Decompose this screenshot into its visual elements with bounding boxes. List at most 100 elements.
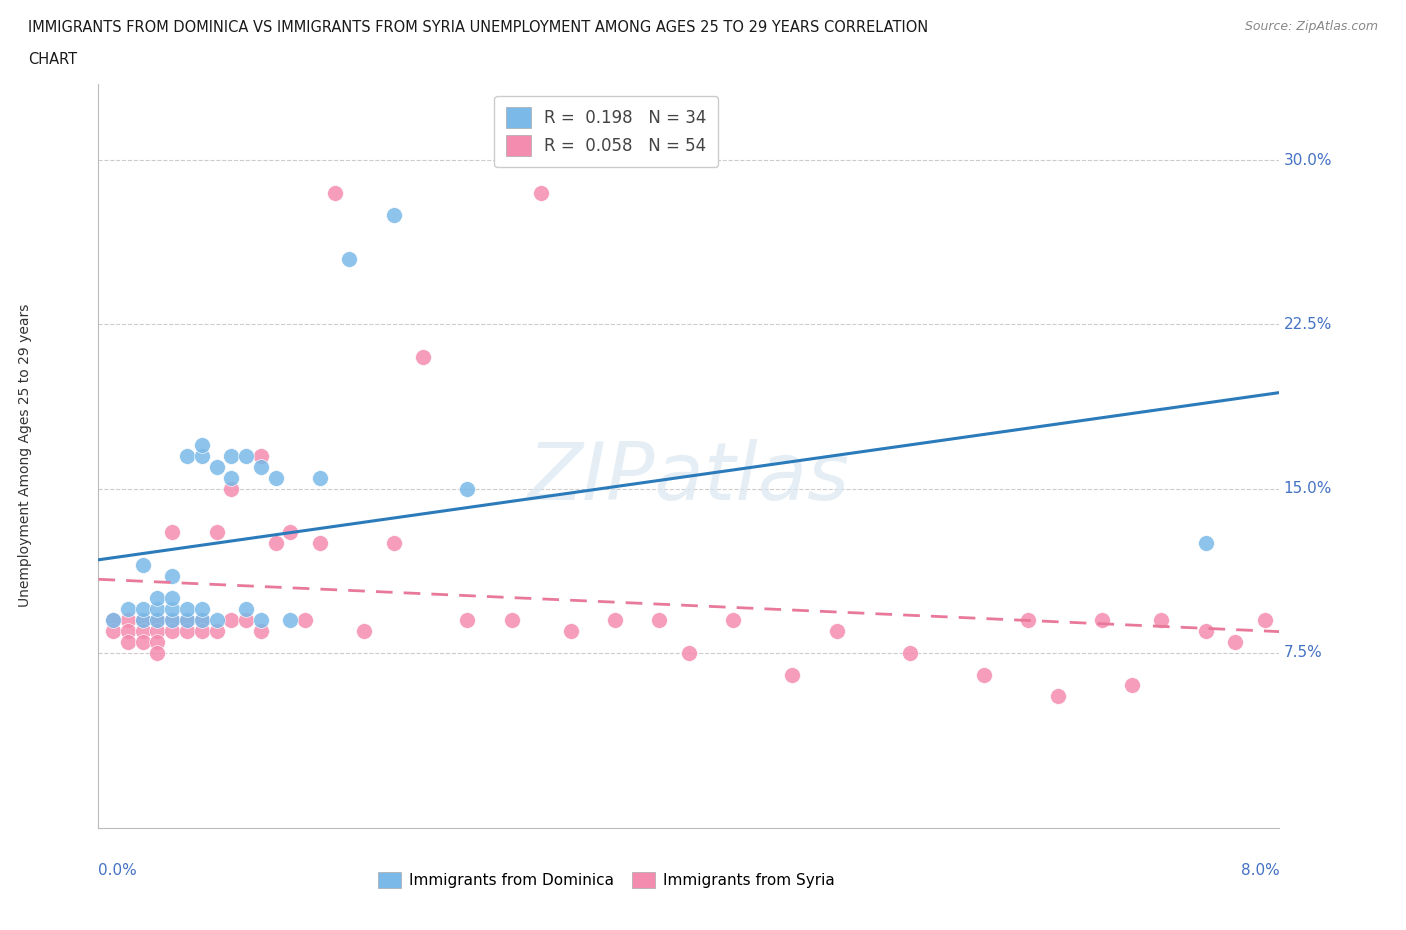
Point — [1091, 612, 1114, 627]
Point — [1194, 536, 1216, 551]
Point — [205, 525, 228, 539]
Point — [132, 602, 155, 617]
Point — [191, 437, 214, 452]
Point — [162, 623, 183, 638]
Point — [721, 612, 744, 627]
Point — [176, 612, 198, 627]
Point — [146, 645, 169, 660]
Point — [898, 645, 921, 660]
Point — [1046, 689, 1069, 704]
Point — [205, 612, 228, 627]
Point — [501, 612, 523, 627]
Point — [323, 186, 346, 201]
Point — [782, 667, 804, 682]
Point — [219, 448, 242, 463]
Point — [146, 612, 169, 627]
Point — [146, 602, 169, 617]
Legend: Immigrants from Dominica, Immigrants from Syria: Immigrants from Dominica, Immigrants fro… — [373, 866, 841, 895]
Text: CHART: CHART — [28, 52, 77, 67]
Point — [191, 623, 214, 638]
Point — [648, 612, 671, 627]
Point — [132, 612, 155, 627]
Point — [678, 645, 700, 660]
Text: IMMIGRANTS FROM DOMINICA VS IMMIGRANTS FROM SYRIA UNEMPLOYMENT AMONG AGES 25 TO : IMMIGRANTS FROM DOMINICA VS IMMIGRANTS F… — [28, 20, 928, 35]
Point — [235, 602, 257, 617]
Point — [162, 525, 183, 539]
Point — [605, 612, 627, 627]
Point — [250, 459, 273, 474]
Point — [162, 612, 183, 627]
Point — [176, 602, 198, 617]
Point — [191, 448, 214, 463]
Point — [103, 612, 124, 627]
Point — [146, 591, 169, 605]
Point — [337, 251, 360, 266]
Text: 7.5%: 7.5% — [1284, 645, 1323, 660]
Point — [250, 612, 273, 627]
Point — [456, 612, 478, 627]
Point — [117, 612, 139, 627]
Point — [250, 623, 273, 638]
Point — [162, 568, 183, 583]
Point — [103, 623, 124, 638]
Point — [205, 623, 228, 638]
Point — [219, 481, 242, 496]
Point — [1150, 612, 1173, 627]
Point — [278, 612, 301, 627]
Point — [162, 602, 183, 617]
Point — [560, 623, 582, 638]
Text: Source: ZipAtlas.com: Source: ZipAtlas.com — [1244, 20, 1378, 33]
Point — [162, 612, 183, 627]
Point — [162, 591, 183, 605]
Text: 0.0%: 0.0% — [98, 863, 138, 878]
Text: 22.5%: 22.5% — [1284, 317, 1331, 332]
Point — [353, 623, 375, 638]
Point — [103, 612, 124, 627]
Point — [235, 612, 257, 627]
Point — [146, 634, 169, 649]
Point — [132, 623, 155, 638]
Point — [1223, 634, 1246, 649]
Point — [132, 612, 155, 627]
Point — [264, 536, 287, 551]
Text: Unemployment Among Ages 25 to 29 years: Unemployment Among Ages 25 to 29 years — [18, 304, 32, 607]
Text: 8.0%: 8.0% — [1240, 863, 1279, 878]
Point — [235, 448, 257, 463]
Point — [117, 602, 139, 617]
Point — [308, 536, 332, 551]
Point — [191, 602, 214, 617]
Point — [219, 471, 242, 485]
Point — [176, 623, 198, 638]
Point — [132, 634, 155, 649]
Point — [205, 459, 228, 474]
Point — [219, 612, 242, 627]
Point — [825, 623, 848, 638]
Point — [132, 558, 155, 573]
Text: 15.0%: 15.0% — [1284, 481, 1331, 496]
Point — [176, 448, 198, 463]
Point — [382, 536, 405, 551]
Point — [191, 612, 214, 627]
Point — [530, 186, 553, 201]
Point — [1017, 612, 1039, 627]
Point — [117, 623, 139, 638]
Point — [1121, 678, 1143, 693]
Point — [146, 612, 169, 627]
Text: 30.0%: 30.0% — [1284, 153, 1331, 167]
Point — [146, 623, 169, 638]
Point — [1254, 612, 1277, 627]
Point — [456, 481, 478, 496]
Point — [117, 634, 139, 649]
Point — [176, 612, 198, 627]
Point — [250, 448, 273, 463]
Point — [264, 471, 287, 485]
Point — [191, 612, 214, 627]
Text: ZIPatlas: ZIPatlas — [527, 439, 851, 517]
Point — [412, 350, 434, 365]
Point — [973, 667, 995, 682]
Point — [278, 525, 301, 539]
Point — [294, 612, 316, 627]
Point — [308, 471, 332, 485]
Point — [382, 207, 405, 222]
Point — [1194, 623, 1216, 638]
